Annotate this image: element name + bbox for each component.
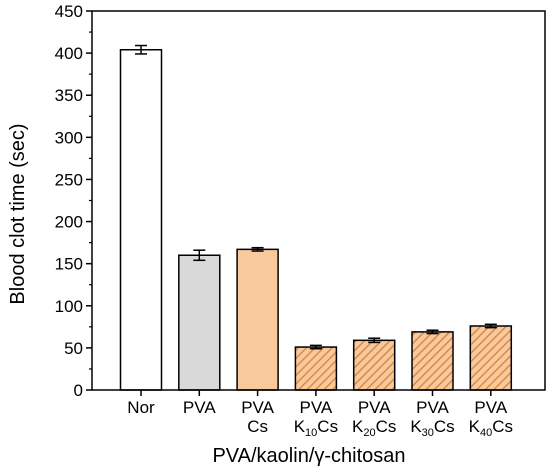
x-tick-label: PVA [183,398,216,417]
bar [352,339,396,391]
bar [294,346,338,391]
y-tick-label: 250 [55,170,83,189]
x-tick-label: PVA [358,398,391,417]
bar [411,331,454,391]
x-tick-label-line2: K20Cs [352,417,396,439]
y-tick-label: 300 [55,128,83,147]
x-tick-label-line2: K40Cs [469,417,513,439]
x-tick-label: Nor [127,398,155,417]
x-tick-label: PVA [241,398,274,417]
x-tick-label-line2: Cs [247,417,268,436]
x-tick-label: PVA [474,398,507,417]
y-tick-label: 350 [55,86,83,105]
x-tick-label-line2: K30Cs [410,417,454,439]
bar [236,248,279,391]
x-tick-label: PVA [416,398,449,417]
x-tick-label: PVA [300,398,333,417]
y-tick-label: 450 [55,2,83,21]
x-axis-title: PVA/kaolin/γ-chitosan [212,445,405,467]
bar [178,254,221,391]
bar [469,325,513,391]
y-tick-label: 100 [55,297,83,316]
y-tick-label: 200 [55,213,83,232]
y-tick-label: 150 [55,255,83,274]
y-axis-title: Blood clot time (sec) [7,123,29,304]
y-tick-label: 0 [74,381,83,400]
y-tick-label: 50 [64,339,83,358]
bar [119,48,163,391]
x-tick-label-line2: K10Cs [294,417,338,439]
y-tick-label: 400 [55,44,83,63]
